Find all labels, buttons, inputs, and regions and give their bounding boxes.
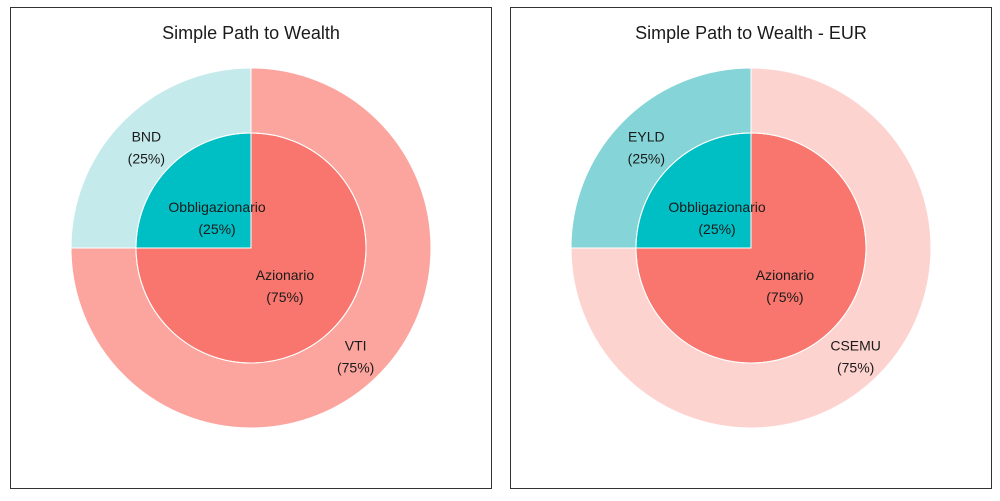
inner-label-azionario: Azionario [756, 267, 815, 283]
outer-value-bnd: (25%) [128, 150, 165, 166]
donut-slices [70, 67, 432, 429]
inner-label-obbligazionario: Obbligazionario [668, 199, 765, 215]
outer-label-csemu: CSEMU [830, 338, 881, 354]
donut-slices [570, 67, 932, 429]
outer-label-eyld: EYLD [628, 128, 665, 144]
donut-labels: EYLD (25%) CSEMU (75%) Obbligazionario (25%) A… [628, 128, 881, 375]
inner-value-azionario: (75%) [266, 289, 303, 305]
chart-panel-simple-path-eur: Simple Path to Wealth - EUR EYLD (25%) CSE… [510, 7, 992, 489]
inner-value-obbligazionario: (25%) [198, 221, 235, 237]
donut-labels: BND (25%) VTI (75%) Obbligazionario (25%) Azio… [128, 128, 375, 375]
outer-value-vti: (75%) [337, 360, 374, 376]
donut-chart-svg: Simple Path to Wealth - EUR EYLD (25%) CSE… [570, 23, 932, 429]
outer-value-eyld: (25%) [628, 150, 665, 166]
inner-label-obbligazionario: Obbligazionario [168, 199, 265, 215]
outer-label-bnd: BND [132, 128, 162, 144]
inner-value-azionario: (75%) [766, 289, 803, 305]
chart-title: Simple Path to Wealth [162, 23, 340, 43]
ring-separator [635, 132, 867, 364]
ring-separator [135, 132, 367, 364]
outer-value-csemu: (75%) [837, 360, 874, 376]
inner-label-azionario: Azionario [256, 267, 315, 283]
donut-chart-svg: Simple Path to Wealth BND (25%) VTI (75%) Ob… [70, 23, 432, 429]
chart-title: Simple Path to Wealth - EUR [635, 23, 867, 43]
chart-panel-simple-path: Simple Path to Wealth BND (25%) VTI (75%) Ob… [10, 7, 492, 489]
outer-label-vti: VTI [345, 338, 367, 354]
inner-value-obbligazionario: (25%) [698, 221, 735, 237]
